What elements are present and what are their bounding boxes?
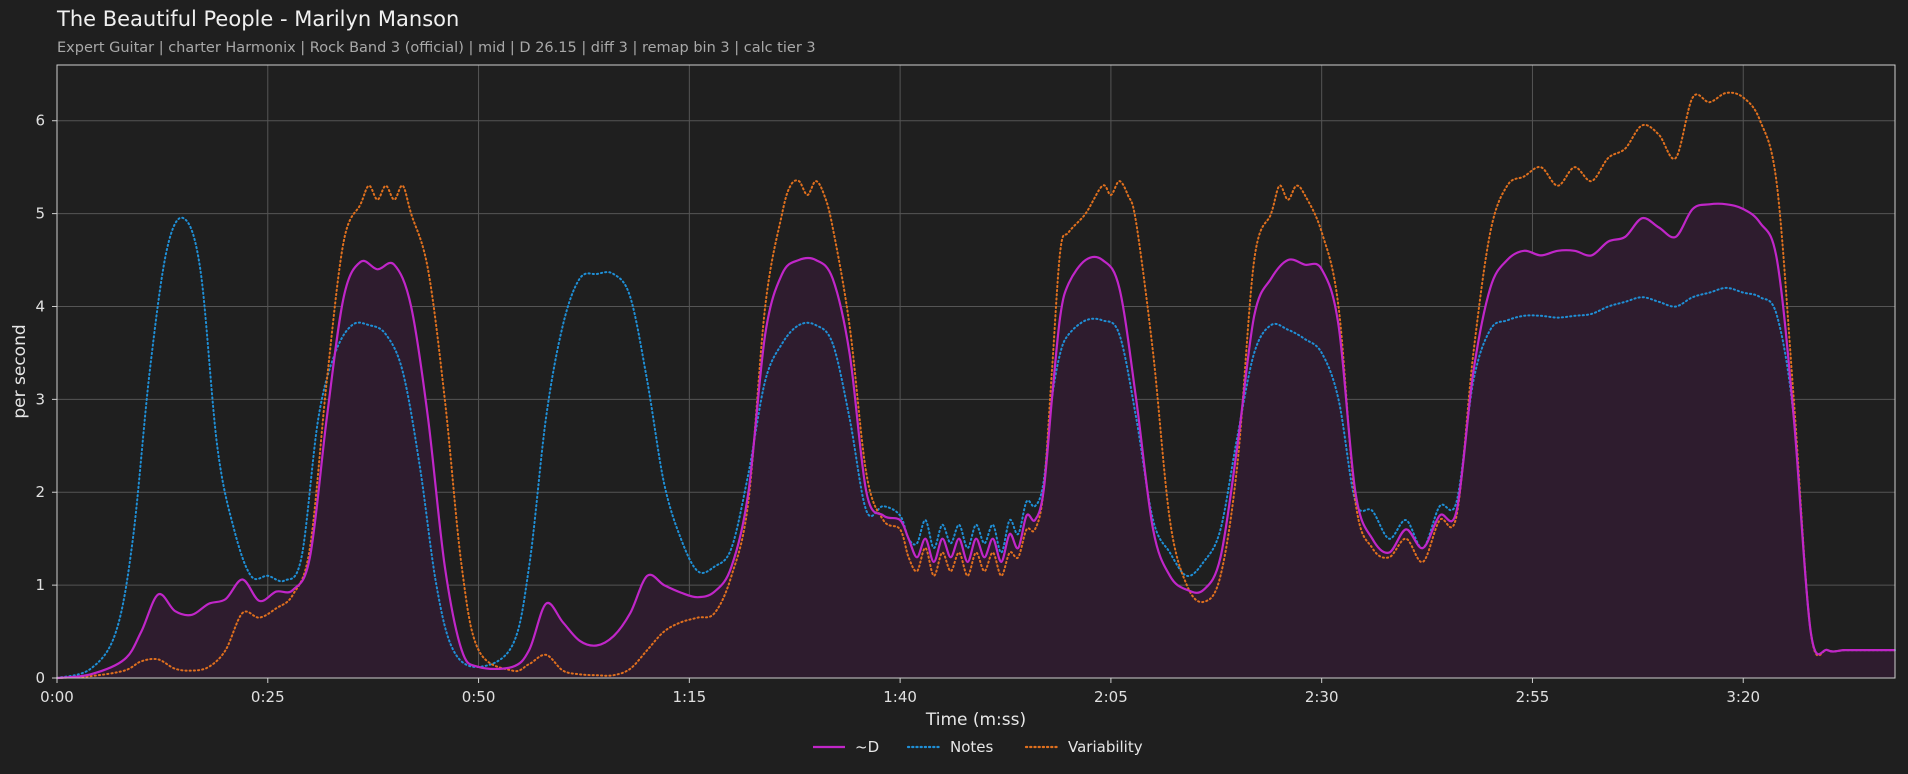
x-tick-label: 2:30 — [1305, 688, 1339, 706]
x-tick-label: 0:00 — [40, 688, 74, 706]
x-axis-ticks: 0:00 0:25 0:50 1:15 1:40 2:05 2:30 2:55 3:20 — [40, 678, 1760, 706]
y-tick-label: 5 — [35, 205, 45, 223]
d-fill-area-layer — [57, 203, 1895, 678]
series-notes-line — [56, 216, 1896, 679]
chart-subtitle: Expert Guitar | charter Harmonix | Rock … — [57, 40, 816, 56]
y-tick-label: 6 — [35, 112, 45, 130]
x-tick-label: 0:50 — [462, 688, 496, 706]
chart-title: The Beautiful People - Marilyn Manson — [57, 7, 460, 31]
x-tick-label: 2:55 — [1516, 688, 1550, 706]
plot-frame — [56, 64, 1896, 679]
x-tick-label: 2:05 — [1094, 688, 1128, 706]
series-d-line — [56, 202, 1895, 680]
x-tick-label: 0:25 — [251, 688, 285, 706]
y-tick-label: 0 — [35, 669, 45, 687]
legend-label-d: ~D — [855, 738, 879, 756]
legend-label-variability: Variability — [1068, 738, 1143, 756]
y-axis-ticks: 0 1 2 3 4 5 6 — [35, 112, 57, 687]
y-tick-label: 3 — [35, 390, 45, 408]
series-d-fill — [57, 203, 1895, 678]
legend-label-notes: Notes — [950, 738, 994, 756]
legend: ~D Notes Variability — [813, 738, 1143, 756]
x-tick-label: 3:20 — [1726, 688, 1760, 706]
x-tick-label: 1:40 — [883, 688, 917, 706]
y-tick-label: 1 — [35, 576, 45, 594]
series-layer — [56, 91, 1896, 680]
x-tick-label: 1:15 — [672, 688, 706, 706]
y-tick-label: 2 — [35, 483, 45, 501]
y-tick-label: 4 — [35, 297, 45, 315]
y-axis-label: per second — [10, 324, 30, 418]
series-variability-line — [56, 91, 1896, 679]
x-axis-label: Time (m:ss) — [925, 710, 1026, 730]
